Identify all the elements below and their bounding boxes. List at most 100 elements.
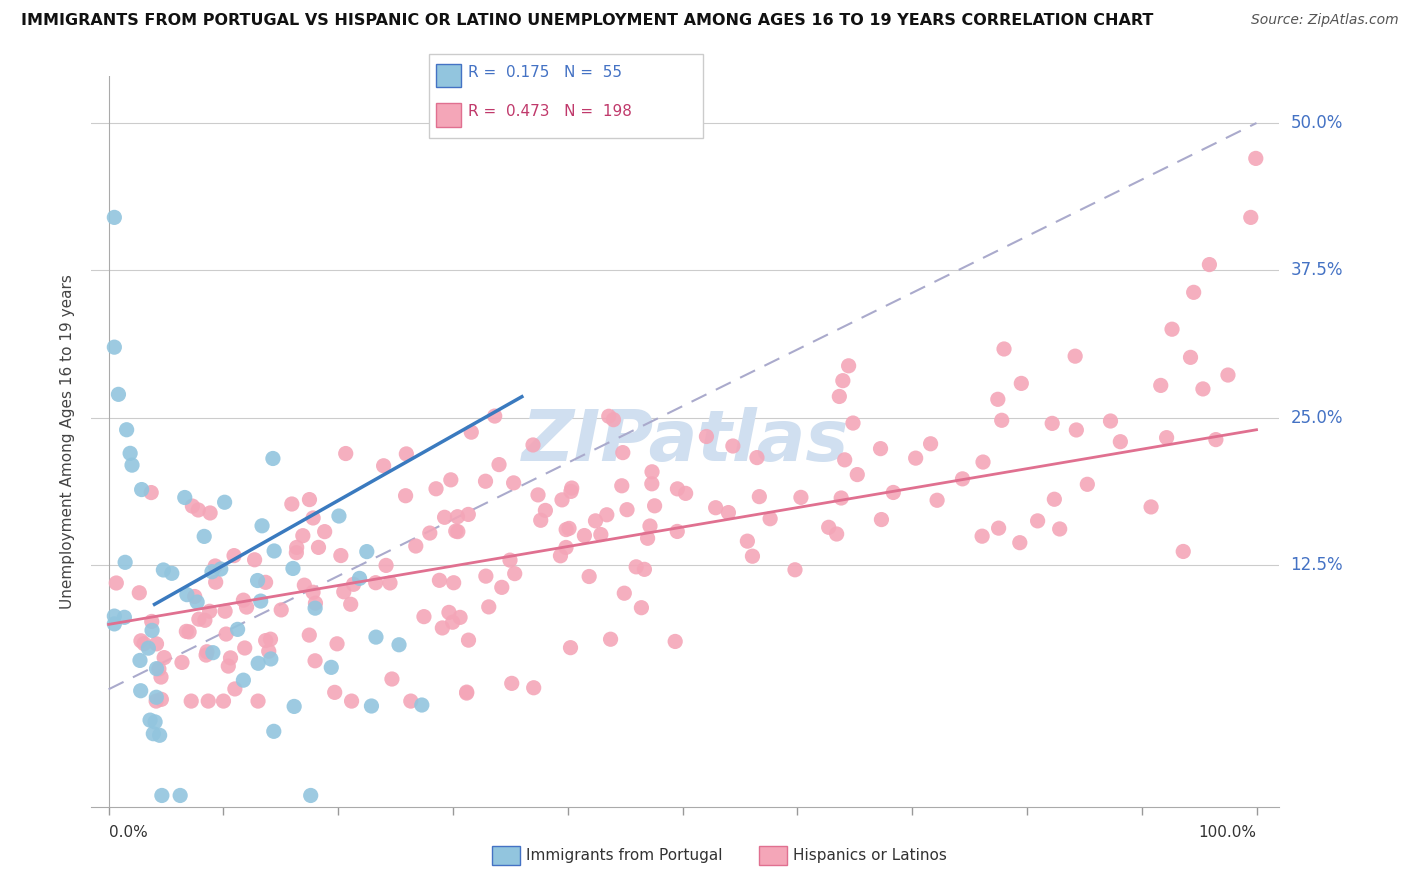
Point	[920, 437, 942, 451]
Point	[128, 586, 150, 600]
Text: Hispanics or Latinos: Hispanics or Latinos	[793, 848, 946, 863]
Point	[160, 566, 183, 581]
Point	[141, 485, 163, 500]
Point	[142, 727, 165, 741]
Point	[107, 387, 129, 401]
Point	[491, 580, 513, 594]
Point	[186, 595, 208, 609]
Point	[314, 524, 336, 539]
Point	[169, 789, 191, 803]
Point	[246, 574, 269, 588]
Point	[326, 637, 349, 651]
Point	[585, 514, 607, 528]
Text: Source: ZipAtlas.com: Source: ZipAtlas.com	[1251, 13, 1399, 28]
Point	[882, 485, 904, 500]
Point	[114, 555, 136, 569]
Point	[149, 728, 172, 742]
Point	[339, 597, 361, 611]
Point	[1161, 322, 1184, 336]
Point	[340, 694, 363, 708]
Point	[613, 586, 636, 600]
Point	[972, 529, 994, 543]
Point	[121, 458, 143, 472]
Point	[145, 662, 167, 676]
Point	[342, 577, 364, 591]
Point	[616, 502, 638, 516]
Point	[360, 698, 382, 713]
Point	[243, 553, 266, 567]
Point	[131, 483, 153, 497]
Point	[638, 519, 661, 533]
Point	[1156, 431, 1178, 445]
Point	[232, 673, 254, 688]
Point	[349, 571, 371, 585]
Point	[444, 524, 467, 538]
Point	[153, 650, 176, 665]
Point	[748, 490, 770, 504]
Point	[560, 640, 582, 655]
Point	[598, 409, 620, 424]
Point	[145, 637, 167, 651]
Text: 100.0%: 100.0%	[1198, 825, 1257, 840]
Point	[1099, 414, 1122, 428]
Point	[302, 585, 325, 599]
Point	[1026, 514, 1049, 528]
Point	[433, 510, 456, 524]
Point	[437, 606, 460, 620]
Point	[633, 562, 655, 576]
Point	[741, 549, 763, 564]
Point	[129, 653, 152, 667]
Point	[395, 447, 418, 461]
Point	[364, 630, 387, 644]
Point	[247, 657, 270, 671]
Point	[704, 500, 727, 515]
Point	[589, 527, 612, 541]
Point	[838, 359, 860, 373]
Point	[335, 446, 357, 460]
Point	[281, 561, 304, 575]
Point	[249, 594, 271, 608]
Point	[250, 518, 273, 533]
Point	[302, 511, 325, 525]
Point	[103, 340, 125, 354]
Point	[717, 506, 740, 520]
Point	[574, 528, 596, 542]
Point	[602, 412, 624, 426]
Point	[637, 531, 659, 545]
Point	[333, 584, 356, 599]
Point	[1150, 378, 1173, 392]
Point	[842, 416, 865, 430]
Point	[323, 685, 346, 699]
Point	[560, 484, 582, 499]
Point	[737, 534, 759, 549]
Point	[381, 672, 404, 686]
Point	[259, 632, 281, 647]
Point	[291, 529, 314, 543]
Point	[1043, 492, 1066, 507]
Point	[187, 612, 209, 626]
Point	[475, 569, 498, 583]
Point	[198, 604, 221, 618]
Point	[115, 423, 138, 437]
Point	[176, 588, 198, 602]
Point	[214, 495, 236, 509]
Point	[555, 541, 578, 555]
Point	[399, 694, 422, 708]
Point	[195, 648, 218, 662]
Point	[217, 659, 239, 673]
Point	[441, 615, 464, 630]
Point	[292, 578, 315, 592]
Point	[257, 644, 280, 658]
Point	[201, 565, 224, 579]
Point	[103, 616, 125, 631]
Point	[285, 541, 308, 555]
Point	[457, 508, 479, 522]
Point	[141, 624, 163, 638]
Point	[457, 633, 479, 648]
Point	[446, 509, 468, 524]
Point	[145, 694, 167, 708]
Point	[551, 492, 574, 507]
Text: R =  0.175   N =  55: R = 0.175 N = 55	[468, 65, 623, 80]
Point	[456, 686, 478, 700]
Text: IMMIGRANTS FROM PORTUGAL VS HISPANIC OR LATINO UNEMPLOYMENT AMONG AGES 16 TO 19 : IMMIGRANTS FROM PORTUGAL VS HISPANIC OR …	[21, 13, 1153, 29]
